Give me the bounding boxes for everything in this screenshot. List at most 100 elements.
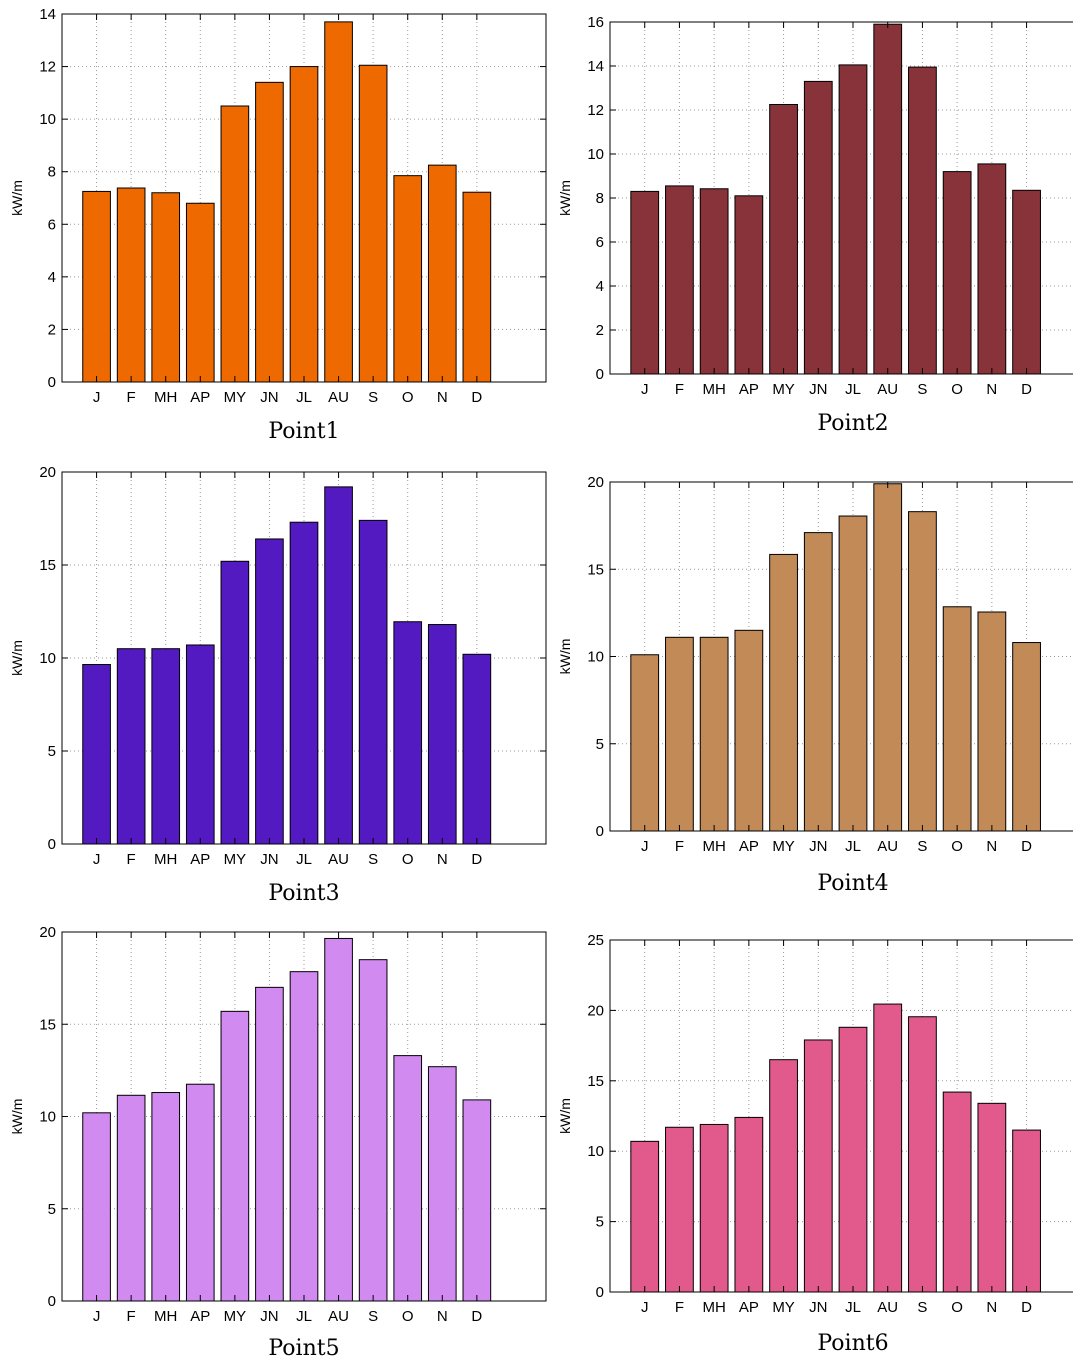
bar-f <box>665 636 694 832</box>
chart-title: Point2 <box>817 411 888 436</box>
chart-svg: 0 5 10 15 20 25 J F MH AP MY JN JL AU S O N DkW/m Point6 <box>557 932 1073 1356</box>
xtick-label: AP <box>190 1308 210 1325</box>
xtick-label: MY <box>224 1308 247 1325</box>
xtick-label: JL <box>845 381 861 398</box>
ytick-label: 5 <box>596 736 604 753</box>
xtick-label: O <box>951 381 963 398</box>
bar-au <box>324 937 353 1302</box>
bar-o <box>393 1055 423 1302</box>
chart-svg: 0 2 4 6 8 10 12 14 16 J F MH AP MY JN JL AU S O N DkW/m Point… <box>557 14 1073 436</box>
bar-mh <box>699 1123 729 1293</box>
xtick-label: JN <box>260 389 278 406</box>
xtick-label: JL <box>296 1308 312 1325</box>
ytick-label: 8 <box>596 190 604 207</box>
bar-ap <box>185 644 215 845</box>
chart-title: Point1 <box>268 419 339 444</box>
bar-n <box>977 163 1007 375</box>
xtick-label: MH <box>154 851 177 868</box>
bar-j <box>630 654 660 832</box>
bar-n <box>977 1102 1007 1293</box>
xtick-label: F <box>127 389 136 406</box>
bar-s <box>358 959 388 1302</box>
xtick-label: JL <box>845 1299 861 1316</box>
xtick-label: S <box>368 1308 378 1325</box>
bar-au <box>324 486 353 845</box>
xtick-label: AP <box>190 851 210 868</box>
bar-jn <box>255 81 284 383</box>
bar-o <box>393 621 423 845</box>
xtick-label: MH <box>702 1299 725 1316</box>
xtick-label: O <box>402 1308 414 1325</box>
xtick-label: N <box>986 1299 997 1316</box>
ytick-label: 5 <box>48 1201 56 1218</box>
ytick-label: 20 <box>39 924 56 941</box>
bar-j <box>82 190 111 383</box>
bar-ap <box>734 195 764 375</box>
ytick-label: 0 <box>596 823 604 840</box>
xtick-label: S <box>917 838 927 855</box>
xtick-label: AP <box>739 381 759 398</box>
xtick-label: O <box>951 1299 963 1316</box>
chart-title: Point6 <box>817 1331 888 1356</box>
bar-mh <box>699 188 729 375</box>
xtick-label: J <box>93 389 101 406</box>
ytick-label: 12 <box>587 102 604 119</box>
bar-my <box>769 553 798 832</box>
xtick-label: D <box>1021 1299 1032 1316</box>
xtick-label: AU <box>328 1308 349 1325</box>
bar-jn <box>255 986 284 1302</box>
xtick-label: J <box>93 851 101 868</box>
ytick-label: 6 <box>596 234 604 251</box>
xtick-label: J <box>641 1299 649 1316</box>
xtick-label: JN <box>260 851 278 868</box>
y-axis-label: kW/m <box>9 1099 25 1135</box>
bar-o <box>393 175 423 383</box>
chart-svg: 0 5 10 15 20 J F MH AP MY JN JL AU S O N DkW/m Point4 <box>557 474 1073 896</box>
ytick-label: 2 <box>596 322 604 339</box>
xtick-label: MY <box>772 1299 795 1316</box>
ytick-label: 5 <box>48 743 56 760</box>
ytick-label: 20 <box>39 464 56 481</box>
bar-s <box>358 519 388 845</box>
ytick-label: 4 <box>596 278 604 295</box>
ytick-label: 8 <box>48 164 56 181</box>
bar-mh <box>151 1092 181 1302</box>
xtick-label: N <box>986 838 997 855</box>
bar-jn <box>803 80 833 375</box>
xtick-label: O <box>402 389 414 406</box>
xtick-label: S <box>368 389 378 406</box>
ytick-label: 20 <box>587 474 604 491</box>
chart-svg: 0 5 10 15 20 J F MH AP MY JN JL AU S O N DkW/m Point3 <box>9 464 547 906</box>
ytick-label: 2 <box>48 321 56 338</box>
bar-f <box>116 187 146 383</box>
bar-s <box>908 66 937 375</box>
ytick-label: 14 <box>587 58 604 75</box>
bar-my <box>220 105 250 383</box>
xtick-label: JN <box>809 1299 827 1316</box>
bar-mh <box>151 648 181 845</box>
bar-ap <box>185 202 215 383</box>
bar-d <box>1012 189 1041 375</box>
xtick-label: MY <box>224 389 247 406</box>
bar-mh <box>151 192 181 383</box>
bar-ap <box>734 629 764 832</box>
ytick-label: 4 <box>48 269 56 286</box>
xtick-label: AU <box>877 1299 898 1316</box>
xtick-label: J <box>641 838 649 855</box>
xtick-label: N <box>986 381 997 398</box>
xtick-label: D <box>471 389 482 406</box>
ytick-label: 0 <box>596 366 604 383</box>
bar-ap <box>185 1083 215 1302</box>
y-axis-label: kW/m <box>9 180 25 216</box>
xtick-label: O <box>402 851 414 868</box>
xtick-label: JL <box>296 851 312 868</box>
bar-my <box>220 560 250 845</box>
bar-n <box>427 1066 457 1302</box>
bar-n <box>977 611 1007 832</box>
y-axis-label: kW/m <box>557 1098 573 1134</box>
